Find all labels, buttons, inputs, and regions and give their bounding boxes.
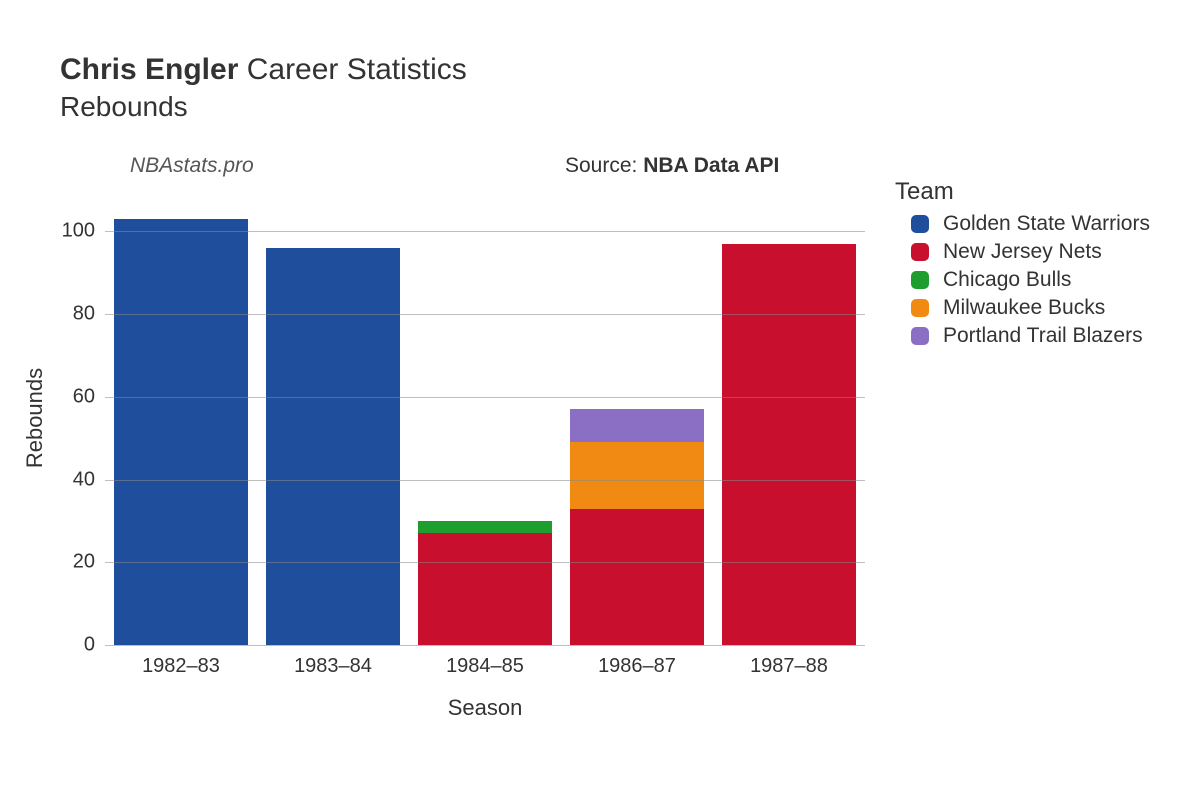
gridline — [105, 231, 865, 232]
legend-label: Chicago Bulls — [943, 268, 1071, 292]
legend-label: Milwaukee Bucks — [943, 296, 1105, 320]
legend-swatch — [911, 271, 929, 289]
legend: Team Golden State Warriors New Jersey Net… — [895, 178, 1150, 352]
bars-row: 1982–831983–841984–851986–871987–88 — [105, 190, 865, 645]
chart-container: Chris Engler Career Statistics Rebounds … — [0, 0, 1200, 800]
bar-segment — [418, 521, 552, 533]
y-tick-label: 20 — [73, 551, 95, 574]
gridline — [105, 314, 865, 315]
stat-name: Rebounds — [60, 89, 1160, 125]
bar-stack — [570, 409, 704, 645]
bar-slot: 1984–85 — [409, 190, 561, 645]
bar-segment — [570, 409, 704, 442]
chart-area: Rebounds Season 1982–831983–841984–85198… — [105, 190, 865, 645]
title-line-1: Chris Engler Career Statistics — [60, 50, 1160, 89]
legend-swatch — [911, 243, 929, 261]
legend-title: Team — [895, 178, 1150, 206]
gridline — [105, 397, 865, 398]
y-axis-title: Rebounds — [22, 367, 48, 467]
source-name: NBA Data API — [643, 154, 779, 177]
y-tick-label: 60 — [73, 385, 95, 408]
bar-stack — [114, 219, 248, 645]
bar-stack — [266, 248, 400, 645]
legend-item: Golden State Warriors — [895, 212, 1150, 236]
x-tick-label: 1982–83 — [142, 655, 220, 678]
y-tick-label: 40 — [73, 468, 95, 491]
legend-label: New Jersey Nets — [943, 240, 1102, 264]
bar-segment — [722, 244, 856, 645]
y-tick-label: 80 — [73, 303, 95, 326]
legend-items: Golden State Warriors New Jersey Nets Chic… — [895, 212, 1150, 348]
source-line: Source: NBA Data API — [565, 154, 779, 178]
legend-label: Portland Trail Blazers — [943, 324, 1143, 348]
bar-segment — [570, 442, 704, 508]
bar-stack — [722, 244, 856, 645]
bar-segment — [418, 533, 552, 645]
x-axis-title: Season — [448, 695, 523, 721]
plot-area: Rebounds Season 1982–831983–841984–85198… — [105, 190, 865, 645]
x-tick-label: 1986–87 — [598, 655, 676, 678]
legend-swatch — [911, 215, 929, 233]
bar-stack — [418, 521, 552, 645]
bar-segment — [570, 509, 704, 646]
bar-slot: 1983–84 — [257, 190, 409, 645]
legend-item: Portland Trail Blazers — [895, 324, 1150, 348]
gridline — [105, 562, 865, 563]
source-prefix: Source: — [565, 154, 643, 177]
legend-item: Milwaukee Bucks — [895, 296, 1150, 320]
watermark: NBAstats.pro — [130, 154, 254, 178]
title-suffix: Career Statistics — [247, 53, 467, 86]
bar-slot: 1987–88 — [713, 190, 865, 645]
bar-slot: 1982–83 — [105, 190, 257, 645]
legend-item: New Jersey Nets — [895, 240, 1150, 264]
y-tick-label: 100 — [62, 220, 95, 243]
x-tick-label: 1984–85 — [446, 655, 524, 678]
x-tick-label: 1983–84 — [294, 655, 372, 678]
legend-swatch — [911, 327, 929, 345]
bar-slot: 1986–87 — [561, 190, 713, 645]
title-block: Chris Engler Career Statistics Rebounds — [60, 50, 1160, 125]
gridline — [105, 645, 865, 646]
gridline — [105, 480, 865, 481]
bar-segment — [266, 248, 400, 645]
y-tick-label: 0 — [84, 634, 95, 657]
bar-segment — [114, 219, 248, 645]
player-name: Chris Engler — [60, 53, 238, 86]
legend-label: Golden State Warriors — [943, 212, 1150, 236]
legend-item: Chicago Bulls — [895, 268, 1150, 292]
legend-swatch — [911, 299, 929, 317]
x-tick-label: 1987–88 — [750, 655, 828, 678]
